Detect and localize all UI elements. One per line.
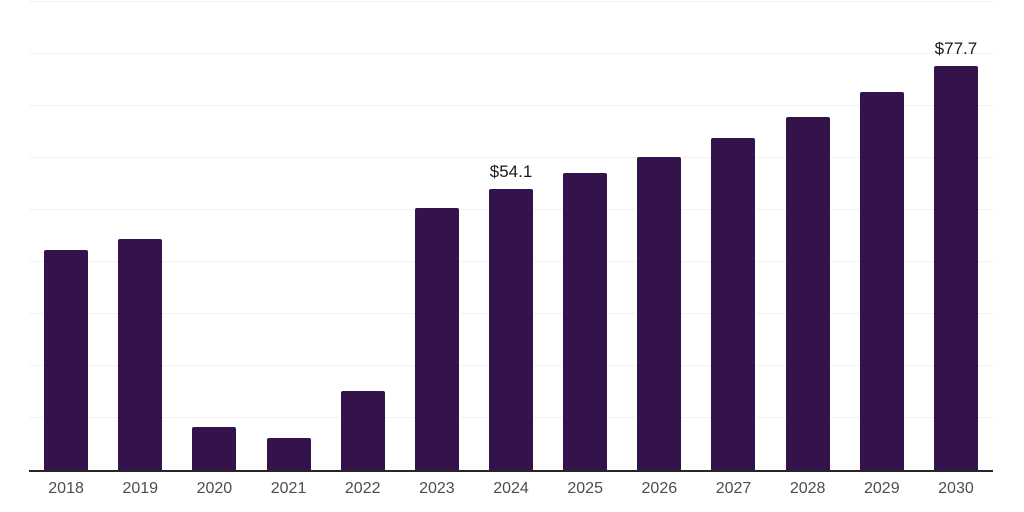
bar-slot-2018: [29, 2, 103, 470]
bar-slot-2026: [622, 2, 696, 470]
x-tick-2019: 2019: [122, 480, 159, 497]
x-tick-2029: 2029: [864, 480, 900, 497]
x-tick-2028: 2028: [789, 480, 826, 497]
x-tick-2027: 2027: [715, 480, 752, 497]
bar-slot-2022: [326, 2, 400, 470]
bar-2024: [489, 188, 534, 470]
bar-2027: [711, 138, 756, 470]
bar-2023: [414, 207, 459, 470]
x-tick-2018: 2018: [48, 480, 84, 497]
bar-2021: [266, 437, 311, 470]
bar-2030: [933, 65, 978, 470]
x-axis: 2018 2019 2020 2021 2022 2023 2024 2025 2026 2027…: [29, 480, 993, 498]
gridline-80: [29, 53, 993, 54]
bar-slot-2023: [400, 2, 474, 470]
gridline-70: [29, 105, 993, 106]
bar-slot-2024: $54.1: [474, 2, 548, 470]
data-label-2024: $54.1: [489, 161, 533, 181]
x-tick-2030: 2030: [938, 480, 974, 497]
bar-2020: [192, 426, 237, 470]
x-tick-2026: 2026: [641, 480, 678, 497]
bar-slot-2028: [771, 2, 845, 470]
data-label-2030: $77.7: [934, 38, 978, 58]
bar-slot-2025: [548, 2, 622, 470]
x-tick-2025: 2025: [567, 480, 603, 497]
bar-2028: [785, 116, 830, 470]
bar-slot-2021: [251, 2, 325, 470]
bar-slot-2019: [103, 2, 177, 470]
bar-2022: [340, 390, 385, 470]
x-tick-2020: 2020: [196, 480, 233, 497]
x-tick-2021: 2021: [270, 480, 307, 497]
bar-slot-2030: $77.7: [919, 2, 993, 470]
bar-slot-2027: [696, 2, 770, 470]
bar-2019: [118, 239, 163, 470]
bar-slot-2029: [845, 2, 919, 470]
bar-2026: [637, 156, 682, 470]
bar-slot-2020: [177, 2, 251, 470]
bar-2025: [563, 173, 608, 470]
x-tick-2022: 2022: [344, 480, 381, 497]
x-tick-2023: 2023: [419, 480, 455, 497]
bars-row: $54.1 $77.7: [29, 2, 993, 470]
gridline-60: [29, 157, 993, 159]
bar-2018: [44, 250, 89, 470]
gridline-90: [29, 1, 993, 2]
bar-2029: [859, 91, 904, 470]
x-tick-2024: 2024: [493, 480, 529, 497]
plot-area: $54.1 $77.7: [29, 1, 993, 472]
